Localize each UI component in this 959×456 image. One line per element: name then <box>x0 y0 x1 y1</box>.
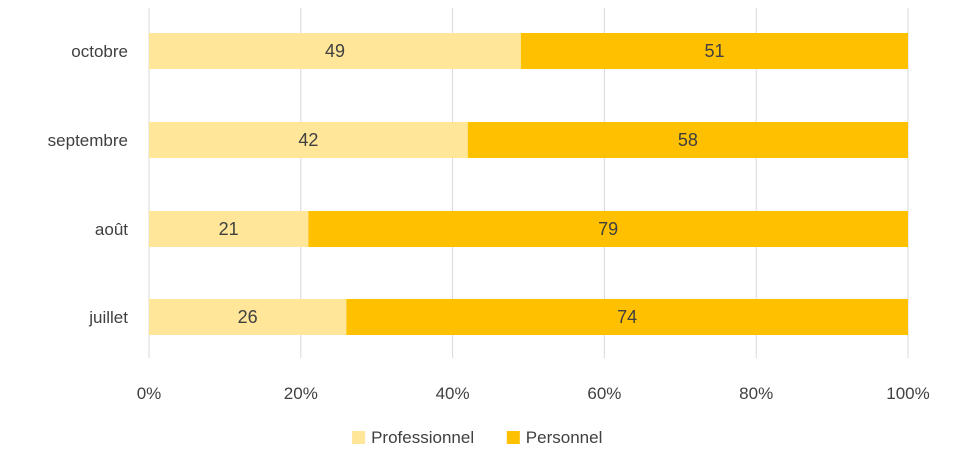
legend-label: Professionnel <box>371 428 474 447</box>
bar-segment <box>346 299 909 335</box>
data-label: 51 <box>704 41 724 61</box>
x-tick-label: 20% <box>284 384 318 403</box>
bar-segment <box>149 211 309 247</box>
x-tick-label: 60% <box>587 384 621 403</box>
x-tick-label: 40% <box>436 384 470 403</box>
data-label: 74 <box>617 307 637 327</box>
category-label: octobre <box>71 42 128 61</box>
bar-segment <box>149 122 468 158</box>
bar-segment <box>520 33 908 69</box>
bar-segment <box>149 299 347 335</box>
legend-swatch <box>352 431 366 444</box>
data-label: 42 <box>298 130 318 150</box>
bar-segment <box>149 33 521 69</box>
legend-swatch <box>506 431 520 444</box>
legend-label: Personnel <box>526 428 603 447</box>
data-label: 58 <box>678 130 698 150</box>
category-label: septembre <box>48 131 128 150</box>
bar-segment <box>467 122 908 158</box>
category-label: juillet <box>88 308 128 327</box>
x-tick-label: 80% <box>739 384 773 403</box>
x-tick-label: 0% <box>137 384 162 403</box>
bar-segment <box>308 211 908 247</box>
data-label: 21 <box>219 219 239 239</box>
data-label: 26 <box>238 307 258 327</box>
data-label: 49 <box>325 41 345 61</box>
x-tick-label: 100% <box>886 384 929 403</box>
category-label: août <box>95 220 128 239</box>
data-label: 79 <box>598 219 618 239</box>
